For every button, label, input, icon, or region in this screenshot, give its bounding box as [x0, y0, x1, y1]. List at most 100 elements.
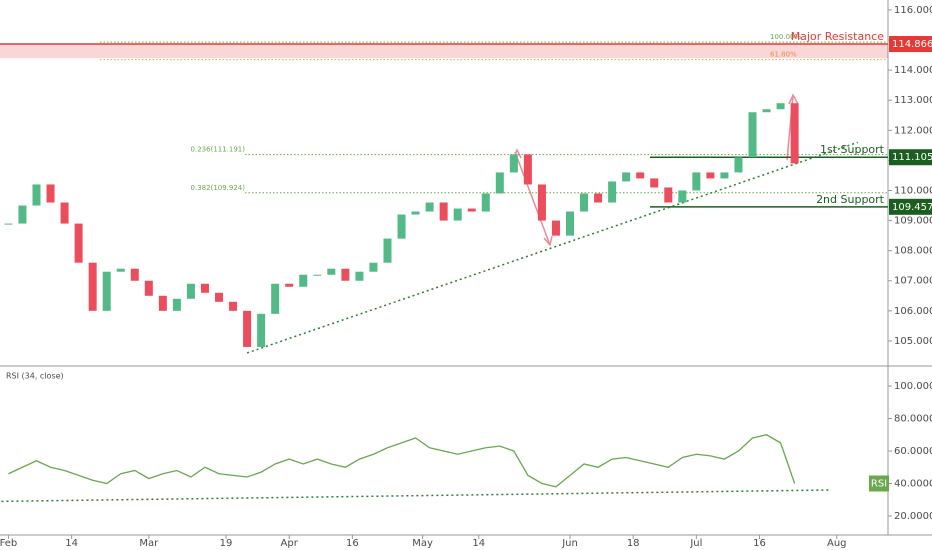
x-tick-label: 16 — [753, 538, 766, 549]
y-tick-label: 20.0000 — [894, 511, 932, 522]
candle — [172, 298, 181, 311]
candle — [229, 301, 238, 311]
candle — [116, 268, 125, 272]
x-tick-label: Jun — [561, 538, 578, 549]
candle — [4, 223, 13, 225]
candle — [776, 103, 785, 110]
candle — [650, 178, 659, 188]
y-tick-label: 108.000 — [894, 246, 932, 257]
x-tick-label: 16 — [346, 538, 359, 549]
candle — [523, 154, 532, 185]
x-tick-label: 14 — [472, 538, 485, 549]
y-tick-label: 40.0000 — [894, 478, 932, 489]
candle — [88, 262, 97, 311]
x-tick-label: Apr — [281, 538, 299, 549]
level-value: 109.457 — [892, 202, 932, 213]
y-tick-label: 112.000 — [894, 125, 932, 136]
level-tag — [889, 198, 932, 215]
candle — [762, 109, 771, 113]
resistance-zone — [0, 44, 888, 59]
candle — [608, 181, 617, 203]
level-tag — [889, 36, 932, 53]
candle — [467, 208, 476, 212]
candle — [313, 274, 322, 276]
candle — [158, 295, 167, 311]
candle — [692, 172, 701, 191]
rsi-title: RSI (34, close) — [6, 372, 64, 381]
candle — [74, 223, 83, 263]
candle — [551, 220, 560, 236]
candle — [243, 310, 252, 347]
level-tag — [889, 149, 932, 166]
candle — [495, 172, 504, 194]
x-tick-label: Mar — [139, 538, 159, 549]
candle — [32, 184, 41, 206]
y-tick-label: 100.0000 — [894, 381, 932, 392]
candle — [706, 172, 715, 179]
candle — [341, 268, 350, 281]
y-tick-label: 110.000 — [894, 185, 932, 196]
candle — [594, 193, 603, 203]
rsi-line — [8, 434, 796, 488]
candle — [537, 184, 546, 221]
candle — [790, 103, 799, 164]
y-tick-label: 116.000 — [894, 5, 932, 16]
candle — [397, 214, 406, 239]
candle — [299, 274, 308, 287]
candle — [355, 271, 364, 281]
candle — [580, 193, 589, 212]
candle — [102, 271, 111, 311]
candle — [215, 292, 224, 302]
fib-label: 61.80% — [770, 51, 797, 59]
candle — [622, 172, 631, 182]
candle — [130, 268, 139, 281]
rsi-tag: RSI — [871, 478, 887, 489]
y-tick-label: 106.000 — [894, 306, 932, 317]
candle — [383, 238, 392, 263]
candle — [636, 172, 645, 179]
candle — [439, 202, 448, 221]
candle — [271, 283, 280, 314]
x-tick-label: 14 — [65, 538, 78, 549]
x-tick-label: Jul — [689, 538, 702, 549]
y-tick-label: 113.000 — [894, 95, 932, 106]
candle — [453, 208, 462, 221]
y-tick-label: 80.0000 — [894, 414, 932, 425]
candle — [748, 112, 757, 158]
candle — [144, 280, 153, 296]
y-tick-label: 107.000 — [894, 276, 932, 287]
y-tick-label: 114.000 — [894, 65, 932, 76]
candle — [509, 154, 518, 173]
candle — [369, 262, 378, 272]
fib-label: 0.236(111.191) — [191, 146, 246, 154]
candle — [327, 268, 336, 275]
candle — [664, 187, 673, 203]
candle — [411, 211, 420, 215]
candle — [425, 202, 434, 212]
candle — [60, 202, 69, 224]
level-name: 2nd Support — [816, 193, 885, 206]
candle — [720, 172, 729, 179]
y-tick-label: 109.000 — [894, 216, 932, 227]
x-tick-label: May — [412, 538, 433, 549]
level-name: 1st Support — [820, 143, 885, 156]
candle — [257, 313, 266, 347]
x-tick-label: 19 — [220, 538, 233, 549]
rsi-tag-box — [869, 475, 889, 492]
candle — [46, 184, 55, 203]
candle — [566, 211, 575, 236]
candle — [481, 193, 490, 212]
trendline — [1, 489, 830, 503]
candle — [200, 283, 209, 293]
level-value: 111.105 — [892, 152, 932, 163]
x-tick-label: 18 — [627, 538, 640, 549]
level-value: 114.866 — [892, 39, 932, 50]
y-tick-label: 105.000 — [894, 336, 932, 347]
level-name: Major Resistance — [791, 30, 885, 43]
candle — [734, 157, 743, 173]
candle — [678, 190, 687, 203]
candle — [285, 283, 294, 287]
x-tick-label: Aug — [827, 538, 847, 549]
y-tick-label: 60.0000 — [894, 446, 932, 457]
